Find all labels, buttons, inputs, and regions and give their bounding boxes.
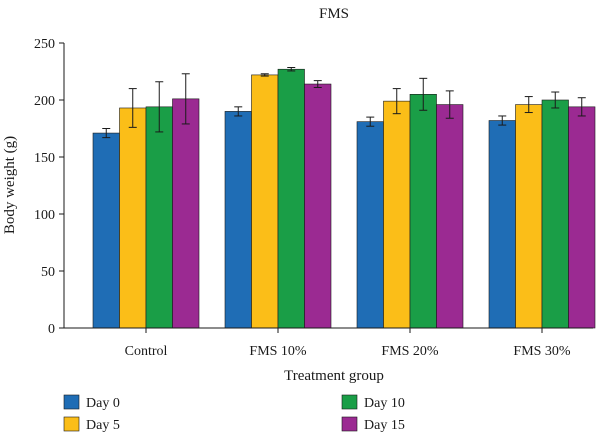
- legend-swatch: [63, 394, 80, 410]
- x-tick-label: FMS 10%: [249, 344, 307, 359]
- bar-day-0: [356, 121, 384, 329]
- legend: Day 0 Day 5 Day 10 Day 15: [63, 394, 405, 433]
- bar-day-0: [488, 120, 516, 329]
- y-tick-label: 150: [34, 151, 55, 166]
- x-tick-label: Control: [125, 344, 168, 359]
- legend-swatch: [341, 394, 358, 410]
- y-axis: 0 50 100 150 200 250: [34, 37, 65, 337]
- y-tick-label: 250: [34, 37, 55, 52]
- legend-swatch: [63, 416, 80, 432]
- x-axis: Control FMS 10% FMS 20% FMS 30%: [64, 327, 593, 359]
- bar-day-15: [172, 98, 200, 329]
- y-tick-label: 0: [48, 322, 55, 337]
- bar-day-10: [541, 99, 569, 329]
- bar-day-5: [119, 107, 147, 329]
- bar-day-0: [224, 111, 252, 329]
- bar-day-10: [277, 68, 305, 329]
- bar-day-10: [145, 106, 173, 329]
- chart-title: FMS: [319, 6, 349, 22]
- x-axis-label: Treatment group: [284, 368, 384, 384]
- y-tick-label: 100: [34, 208, 55, 223]
- bar-day-5: [251, 74, 279, 329]
- bar-day-10: [409, 94, 437, 329]
- bar-day-5: [515, 104, 543, 329]
- x-tick-label: FMS 30%: [513, 344, 571, 359]
- legend-label: Day 10: [364, 396, 405, 411]
- x-tick-label: FMS 20%: [381, 344, 439, 359]
- bar-day-5: [383, 100, 411, 329]
- bars: [92, 67, 596, 329]
- legend-label: Day 15: [364, 418, 405, 433]
- bar-day-15: [304, 83, 332, 329]
- y-tick-label: 50: [41, 265, 55, 280]
- legend-swatch: [341, 416, 358, 432]
- legend-label: Day 0: [86, 396, 120, 411]
- legend-item: Day 15: [341, 416, 405, 433]
- y-tick-label: 200: [34, 94, 55, 109]
- y-axis-label: Body weight (g): [2, 136, 18, 234]
- legend-label: Day 5: [86, 418, 120, 433]
- bar-day-15: [436, 104, 464, 329]
- bar-day-15: [568, 106, 596, 329]
- legend-item: Day 0: [63, 394, 120, 411]
- legend-item: Day 10: [341, 394, 405, 411]
- legend-item: Day 5: [63, 416, 120, 433]
- bar-day-0: [92, 132, 120, 329]
